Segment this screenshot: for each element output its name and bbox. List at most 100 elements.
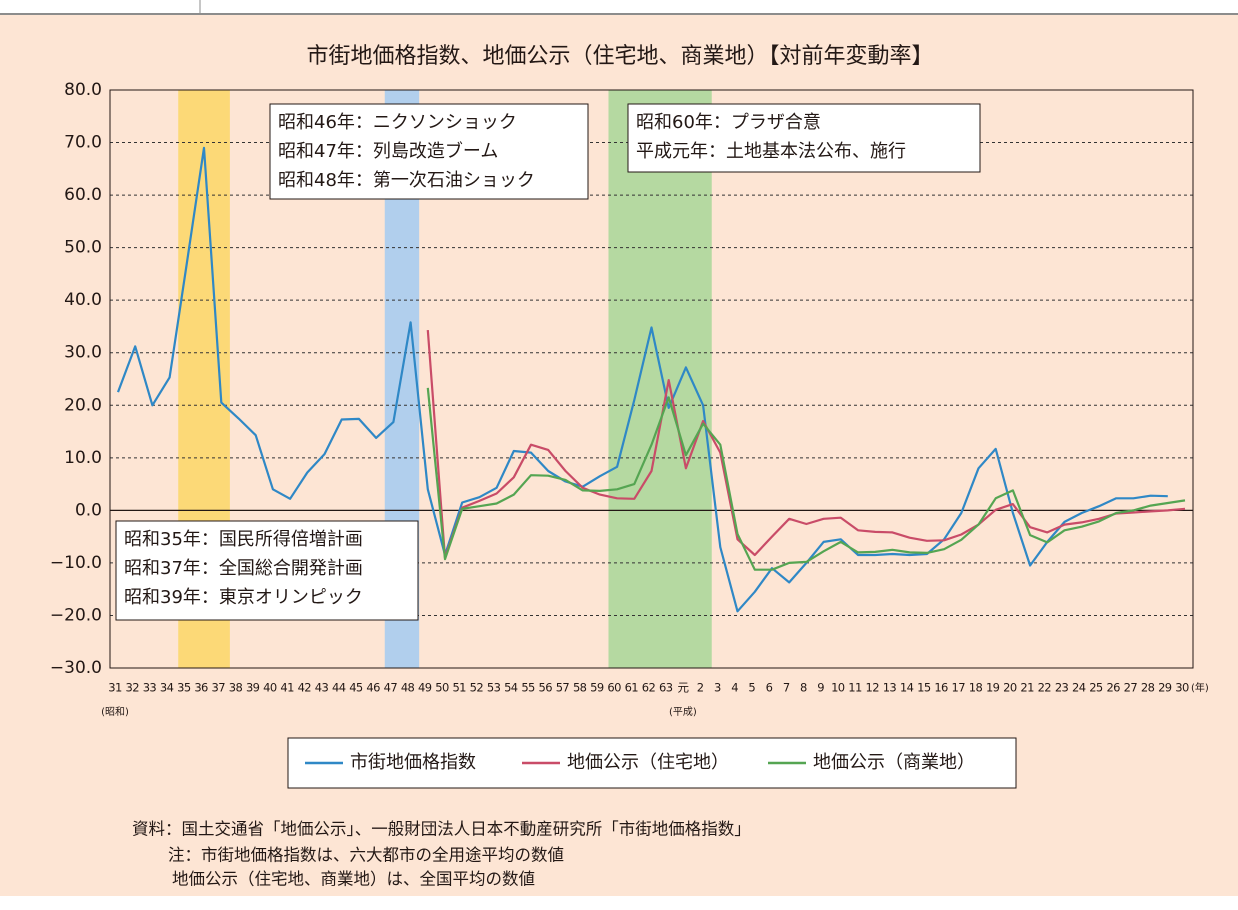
x-tick-label: 35 [177, 681, 191, 695]
annotation-box [115, 520, 419, 621]
x-tick-label: 47 [384, 681, 398, 695]
x-tick-label: 32 [125, 681, 139, 695]
x-tick-label: 6 [766, 681, 773, 695]
y-tick-label: 70.0 [64, 133, 102, 153]
x-tick-label: 50 [435, 681, 449, 695]
annotation-box [269, 103, 589, 200]
series-line [116, 146, 1168, 613]
x-era-label: (昭和) [101, 706, 129, 718]
y-tick-label: 30.0 [64, 343, 102, 363]
x-tick-label: 24 [1072, 681, 1086, 695]
x-tick-label: 36 [194, 681, 208, 695]
annotation-text: 昭和39年：東京オリンピック [124, 587, 363, 608]
x-tick-label: 41 [280, 681, 294, 695]
x-tick-label: 3 [714, 681, 721, 695]
x-tick-label: 39 [246, 681, 260, 695]
x-tick-label: 40 [263, 681, 277, 695]
y-tick-label: 0.0 [75, 500, 102, 520]
x-tick-label: 52 [470, 681, 484, 695]
y-tick-label: −10.0 [50, 553, 102, 573]
annotation-text: 昭和60年：プラザ合意 [636, 112, 821, 133]
x-unit: (年) [1191, 681, 1209, 694]
x-tick-label: 5 [748, 681, 755, 695]
source-note: 地価公示（住宅地、商業地）は、全国平均の数値 [172, 870, 535, 889]
x-tick-label: 27 [1124, 681, 1138, 695]
x-tick-label: 57 [556, 681, 570, 695]
annotation-text: 昭和37年：全国総合開発計画 [124, 558, 363, 579]
x-tick-label: 19 [986, 681, 1000, 695]
y-tick-label: 20.0 [64, 395, 102, 415]
x-tick-label: 9 [817, 681, 824, 695]
x-tick-label: 30 [1175, 681, 1189, 695]
x-tick-label: 34 [160, 681, 174, 695]
y-tick-label: 40.0 [64, 290, 102, 310]
x-tick-label: 53 [487, 681, 501, 695]
x-era-label: (平成) [669, 706, 697, 718]
x-tick-label: 59 [590, 681, 604, 695]
annotation-text: 平成元年：土地基本法公布、施行 [636, 141, 906, 162]
x-tick-label: 37 [212, 681, 226, 695]
x-tick-label: 38 [229, 681, 243, 695]
chart-title: 市街地価格指数、地価公示（住宅地、商業地）【対前年変動率】 [306, 44, 933, 69]
x-tick-label: 23 [1055, 681, 1069, 695]
source-note: 注：市街地価格指数は、六大都市の全用途平均の数値 [168, 846, 564, 865]
x-tick-label: 33 [143, 681, 157, 695]
x-tick-label: 43 [315, 681, 329, 695]
x-tick-label: 14 [900, 681, 914, 695]
legend-box [287, 737, 1017, 789]
annotation-text: 昭和46年：ニクソンショック [278, 112, 517, 133]
x-tick-label: 16 [934, 681, 948, 695]
x-tick-label: 54 [504, 681, 518, 695]
legend-label: 地価公示（商業地） [813, 752, 975, 773]
x-tick-label: 63 [659, 681, 673, 695]
x-tick-label: 62 [642, 681, 656, 695]
x-tick-label: 20 [1003, 681, 1017, 695]
highlight-band [608, 90, 712, 668]
x-tick-label: 8 [800, 681, 807, 695]
x-tick-label: 46 [366, 681, 380, 695]
annotation-text: 昭和48年：第一次石油ショック [278, 170, 535, 191]
x-tick-label: 56 [539, 681, 553, 695]
x-tick-label: 22 [1038, 681, 1052, 695]
y-tick-label: 60.0 [64, 185, 102, 205]
source-note: 資料：国土交通省「地価公示」、一般財団法人日本不動産研究所「市街地価格指数」 [132, 820, 751, 839]
x-tick-label: 10 [831, 681, 845, 695]
x-tick-label: 17 [952, 681, 966, 695]
plot-frame [109, 89, 1194, 669]
x-tick-label: 7 [783, 681, 790, 695]
legend-label: 市街地価格指数 [350, 752, 476, 773]
y-tick-label: 80.0 [64, 80, 102, 100]
x-tick-label: 11 [848, 681, 862, 695]
series-line [426, 330, 1186, 559]
series-line [426, 387, 1186, 571]
y-tick-label: 10.0 [64, 448, 102, 468]
x-tick-label: 58 [573, 681, 587, 695]
x-tick-label: 48 [401, 681, 415, 695]
x-tick-label: 4 [731, 681, 738, 695]
x-tick-label: 55 [521, 681, 535, 695]
x-tick-label: 44 [332, 681, 346, 695]
x-tick-label: 15 [917, 681, 931, 695]
x-tick-label: 60 [607, 681, 621, 695]
x-tick-label: 12 [866, 681, 880, 695]
x-tick-label: 51 [452, 681, 466, 695]
y-tick-label: −20.0 [50, 605, 102, 625]
x-tick-label: 28 [1141, 681, 1155, 695]
annotation-text: 昭和35年：国民所得倍増計画 [124, 529, 363, 550]
x-tick-label: 元 [677, 681, 689, 695]
legend-label: 地価公示（住宅地） [567, 752, 729, 773]
x-tick-label: 42 [298, 681, 312, 695]
x-tick-label: 31 [108, 681, 122, 695]
x-tick-label: 29 [1158, 681, 1172, 695]
annotation-text: 昭和47年：列島改造ブーム [278, 140, 498, 162]
x-tick-label: 25 [1089, 681, 1103, 695]
x-tick-label: 13 [883, 681, 897, 695]
x-tick-label: 2 [697, 681, 704, 695]
x-tick-label: 49 [418, 681, 432, 695]
annotation-box [627, 103, 981, 173]
x-tick-label: 45 [349, 681, 363, 695]
x-tick-label: 26 [1106, 681, 1120, 695]
x-tick-label: 61 [625, 681, 639, 695]
x-tick-label: 21 [1020, 681, 1034, 695]
